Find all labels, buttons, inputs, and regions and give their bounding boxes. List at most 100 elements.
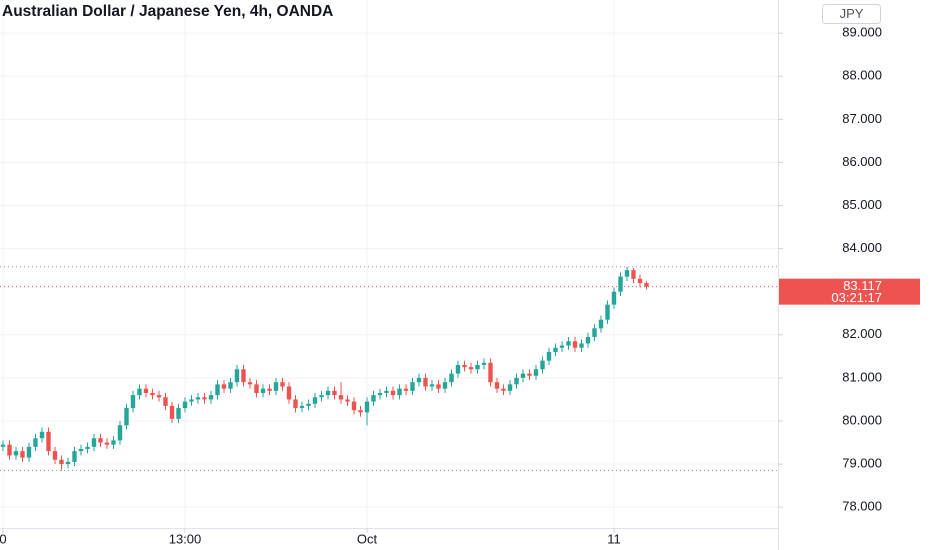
candle-body (215, 384, 220, 396)
candle-body (156, 395, 162, 398)
countdown-label: 03:21:17 (831, 290, 882, 305)
candle-body (364, 401, 370, 413)
candle-body (130, 395, 136, 409)
candle-body (78, 448, 84, 452)
candle-body (429, 384, 435, 387)
candle-body (403, 388, 409, 391)
candle-body (377, 392, 383, 396)
candle-body (533, 369, 539, 376)
y-tick-label: 89.000 (842, 25, 882, 40)
y-tick-label: 80.000 (842, 412, 882, 427)
candle-body (631, 270, 636, 279)
candle-body (436, 384, 441, 389)
candle-body (195, 397, 201, 400)
x-tick-label: Oct (357, 531, 378, 546)
candle-body (39, 431, 45, 439)
candle-body (137, 388, 142, 396)
currency-button[interactable] (822, 4, 881, 24)
candle-body (540, 360, 545, 370)
candle-body (65, 461, 71, 465)
candle-body (117, 425, 123, 441)
candle-body (410, 382, 415, 391)
candle-body (572, 341, 578, 348)
candle-body (91, 438, 97, 447)
candle-body (176, 408, 181, 419)
candle-body (59, 459, 64, 465)
candle-body (234, 369, 240, 383)
candle-body (306, 403, 311, 406)
candle-body (481, 362, 487, 365)
y-tick-label: 78.000 (842, 499, 882, 514)
candle-body (397, 388, 402, 396)
candle-body (527, 373, 532, 376)
candle-body (293, 399, 298, 409)
candle-body (611, 291, 617, 305)
candle-body (566, 341, 571, 346)
candle-body (390, 390, 396, 396)
grid (0, 0, 778, 528)
candle-body (455, 364, 461, 374)
x-tick-label: 13:00 (169, 531, 202, 546)
candle-body (371, 395, 376, 402)
candle-body (644, 283, 649, 287)
x-tick-label: 11 (607, 531, 621, 546)
candle-body (585, 336, 591, 344)
candle-body (442, 382, 448, 389)
candle-body (332, 390, 337, 396)
candle-body (423, 377, 428, 387)
candle-body (267, 388, 272, 391)
candle-body (488, 362, 493, 383)
candle-body (624, 270, 630, 277)
currency-label[interactable]: JPY (840, 6, 864, 21)
y-tick-label: 81.000 (842, 369, 882, 384)
candle-body (325, 390, 331, 396)
y-tick-label: 85.000 (842, 197, 882, 212)
candle-body (20, 451, 25, 458)
candle-body (228, 382, 233, 389)
candle-body (124, 408, 129, 426)
candle-body (52, 451, 58, 460)
candle-body (449, 373, 454, 383)
candle-body (462, 364, 467, 368)
candle-body (475, 364, 480, 370)
candle-body (98, 438, 103, 443)
candle-body (286, 386, 292, 400)
candle-body (312, 397, 318, 404)
y-tick-label: 88.000 (842, 68, 882, 83)
candle-body (163, 397, 168, 406)
candle-body (7, 444, 12, 456)
candle-body (514, 377, 519, 385)
candle-body (520, 373, 526, 378)
y-tick-label: 79.000 (842, 456, 882, 471)
candle-body (559, 345, 565, 348)
candle-body (494, 382, 500, 389)
candle-body (72, 451, 77, 462)
candle-body (13, 451, 19, 456)
chart-title: Australian Dollar / Japanese Yen, 4h, OA… (2, 3, 333, 20)
candle-body (579, 343, 584, 348)
candle-body (189, 399, 194, 402)
candle-body (546, 352, 552, 361)
last-price-label: 83.117 (843, 278, 882, 293)
candle-body (637, 278, 643, 284)
candle-body (501, 388, 506, 391)
candle-body (507, 384, 513, 391)
candle-body (553, 347, 558, 353)
candle-body (351, 401, 357, 411)
candle-body (46, 431, 51, 452)
candle-body (33, 438, 38, 447)
last-price-tag (779, 278, 920, 305)
candle-body (618, 276, 623, 292)
candle-body (26, 446, 32, 458)
candle-body (598, 319, 604, 329)
candle-body (592, 328, 597, 337)
candle-body (182, 401, 188, 409)
x-tick-label: 0 (0, 531, 7, 546)
candle-body (208, 395, 214, 400)
candle-body (273, 382, 279, 391)
candle-body (143, 388, 149, 393)
candle-body (358, 410, 363, 413)
candle-body (254, 384, 259, 393)
